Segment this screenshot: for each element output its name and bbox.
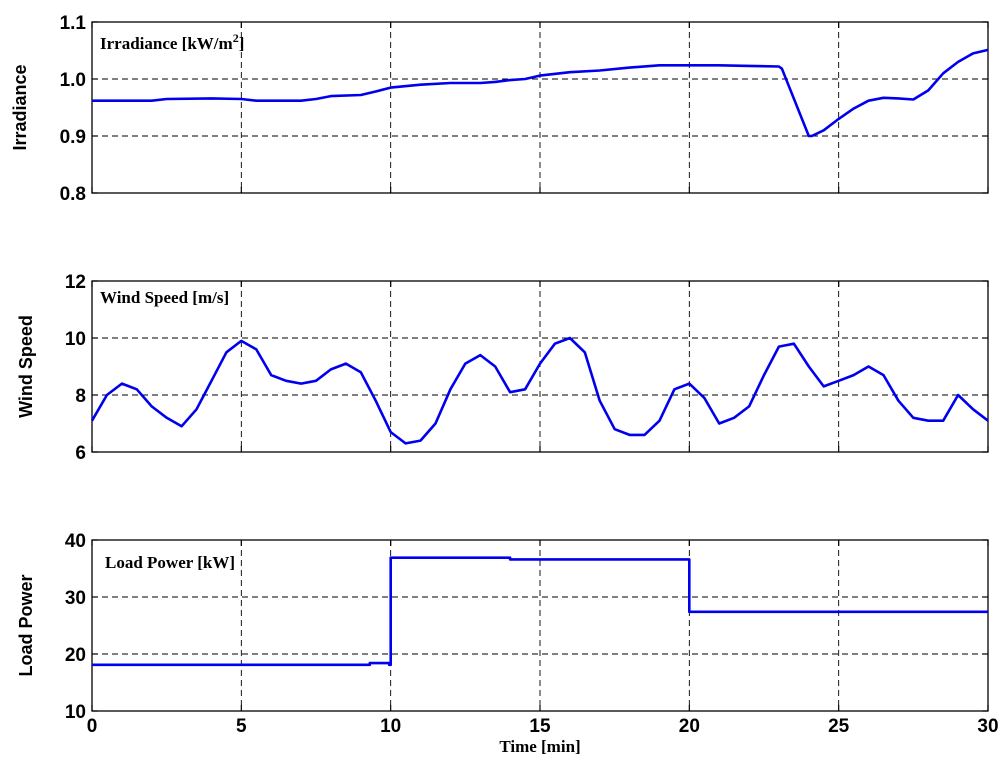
y-axis-label: Irradiance xyxy=(10,64,30,150)
y-tick-label: 10 xyxy=(65,702,86,723)
y-tick-label: 20 xyxy=(65,645,86,666)
y-tick-label: 40 xyxy=(65,531,86,552)
x-tick-label: 5 xyxy=(236,716,247,737)
series-line-1 xyxy=(92,48,989,138)
panel-3: 10 20 30 40 0 5 10 15 20 25 30 Load Power Load Power… xyxy=(16,531,999,737)
x-tick-label: 0 xyxy=(87,716,98,737)
y-tick-label: 0.9 xyxy=(60,127,86,148)
y-tick-label: 10 xyxy=(65,329,86,350)
x-tick-label: 20 xyxy=(679,716,700,737)
panel-2: 6 8 10 12 Wind Speed Wind Speed [m/s] xyxy=(16,272,989,464)
panel-annotation: Load Power [kW] xyxy=(105,553,235,572)
y-tick-label: 30 xyxy=(65,588,86,609)
panel-annotation: Wind Speed [m/s] xyxy=(100,288,229,307)
x-tick-label: 10 xyxy=(380,716,401,737)
panel-1: 0.8 0.9 1.0 1.1 Irradiance Irradiance [kW/m2] xyxy=(10,13,989,205)
y-tick-label: 6 xyxy=(75,443,86,464)
x-tick-label: 30 xyxy=(977,716,998,737)
y-axis-label: Load Power xyxy=(16,574,36,676)
series-line-2 xyxy=(90,336,989,445)
series-line-3 xyxy=(92,556,988,667)
x-axis-label: Time [min] xyxy=(499,737,580,756)
panel-annotation: Irradiance [kW/m2] xyxy=(100,31,244,53)
y-tick-label: 1.0 xyxy=(60,70,86,91)
x-tick-label: 15 xyxy=(529,716,551,737)
y-axis-label: Wind Speed xyxy=(16,315,36,418)
y-tick-label: 12 xyxy=(65,272,86,293)
y-tick-label: 8 xyxy=(75,386,86,407)
y-tick-label: 1.1 xyxy=(60,13,87,34)
y-tick-label: 0.8 xyxy=(60,184,86,205)
x-tick-label: 25 xyxy=(828,716,850,737)
